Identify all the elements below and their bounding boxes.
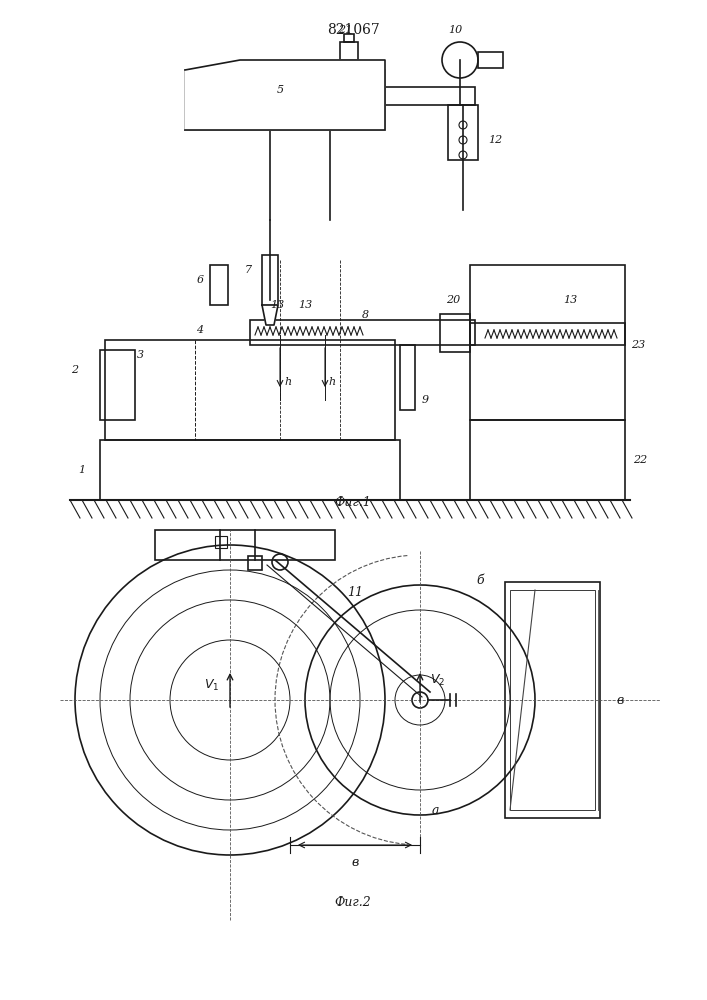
Bar	[470, 323, 625, 345]
Text: Фиг.1: Фиг.1	[334, 496, 371, 510]
Bar	[470, 420, 625, 500]
Bar	[510, 590, 595, 810]
Text: 7: 7	[245, 265, 252, 275]
Bar	[385, 87, 475, 105]
Text: 22: 22	[633, 455, 647, 465]
Bar	[100, 440, 400, 500]
Bar	[340, 42, 358, 60]
Text: 3: 3	[136, 350, 144, 360]
Polygon shape	[185, 60, 385, 130]
Text: h: h	[284, 377, 291, 387]
Bar	[505, 582, 600, 818]
Text: $V_1$: $V_1$	[204, 677, 220, 693]
Bar	[248, 556, 262, 570]
Text: в: в	[617, 694, 624, 706]
Bar	[250, 320, 475, 345]
Bar	[185, 70, 385, 130]
Text: 10: 10	[448, 25, 462, 35]
Bar	[210, 265, 228, 305]
Text: б: б	[477, 574, 484, 586]
Text: 1: 1	[78, 465, 86, 475]
Text: 9: 9	[421, 395, 428, 405]
Text: 821067: 821067	[327, 23, 380, 37]
Polygon shape	[262, 305, 278, 325]
Bar	[440, 314, 470, 352]
Text: Фиг.2: Фиг.2	[334, 896, 371, 908]
Bar	[155, 530, 335, 560]
Text: 11: 11	[347, 585, 363, 598]
Bar	[100, 350, 135, 420]
Bar	[478, 52, 503, 68]
Bar	[344, 34, 354, 42]
Text: а: а	[431, 804, 439, 816]
Text: 13: 13	[563, 295, 577, 305]
Bar	[215, 536, 227, 548]
Bar	[105, 340, 395, 440]
Text: 8: 8	[361, 310, 368, 320]
Bar	[448, 105, 478, 160]
Text: 13: 13	[298, 300, 312, 310]
Text: 20: 20	[446, 295, 460, 305]
Text: 5: 5	[276, 85, 284, 95]
Bar	[470, 265, 625, 420]
Text: в: в	[351, 856, 358, 869]
Text: 23: 23	[631, 340, 645, 350]
Text: 13: 13	[270, 300, 284, 310]
Bar	[262, 255, 278, 305]
Text: 6: 6	[197, 275, 204, 285]
Text: 12: 12	[488, 135, 502, 145]
Text: 4: 4	[197, 325, 204, 335]
Bar	[400, 345, 415, 410]
Text: 21: 21	[338, 25, 352, 35]
Text: 2: 2	[71, 365, 78, 375]
Text: h: h	[329, 377, 336, 387]
Text: $V_2$: $V_2$	[431, 672, 445, 688]
